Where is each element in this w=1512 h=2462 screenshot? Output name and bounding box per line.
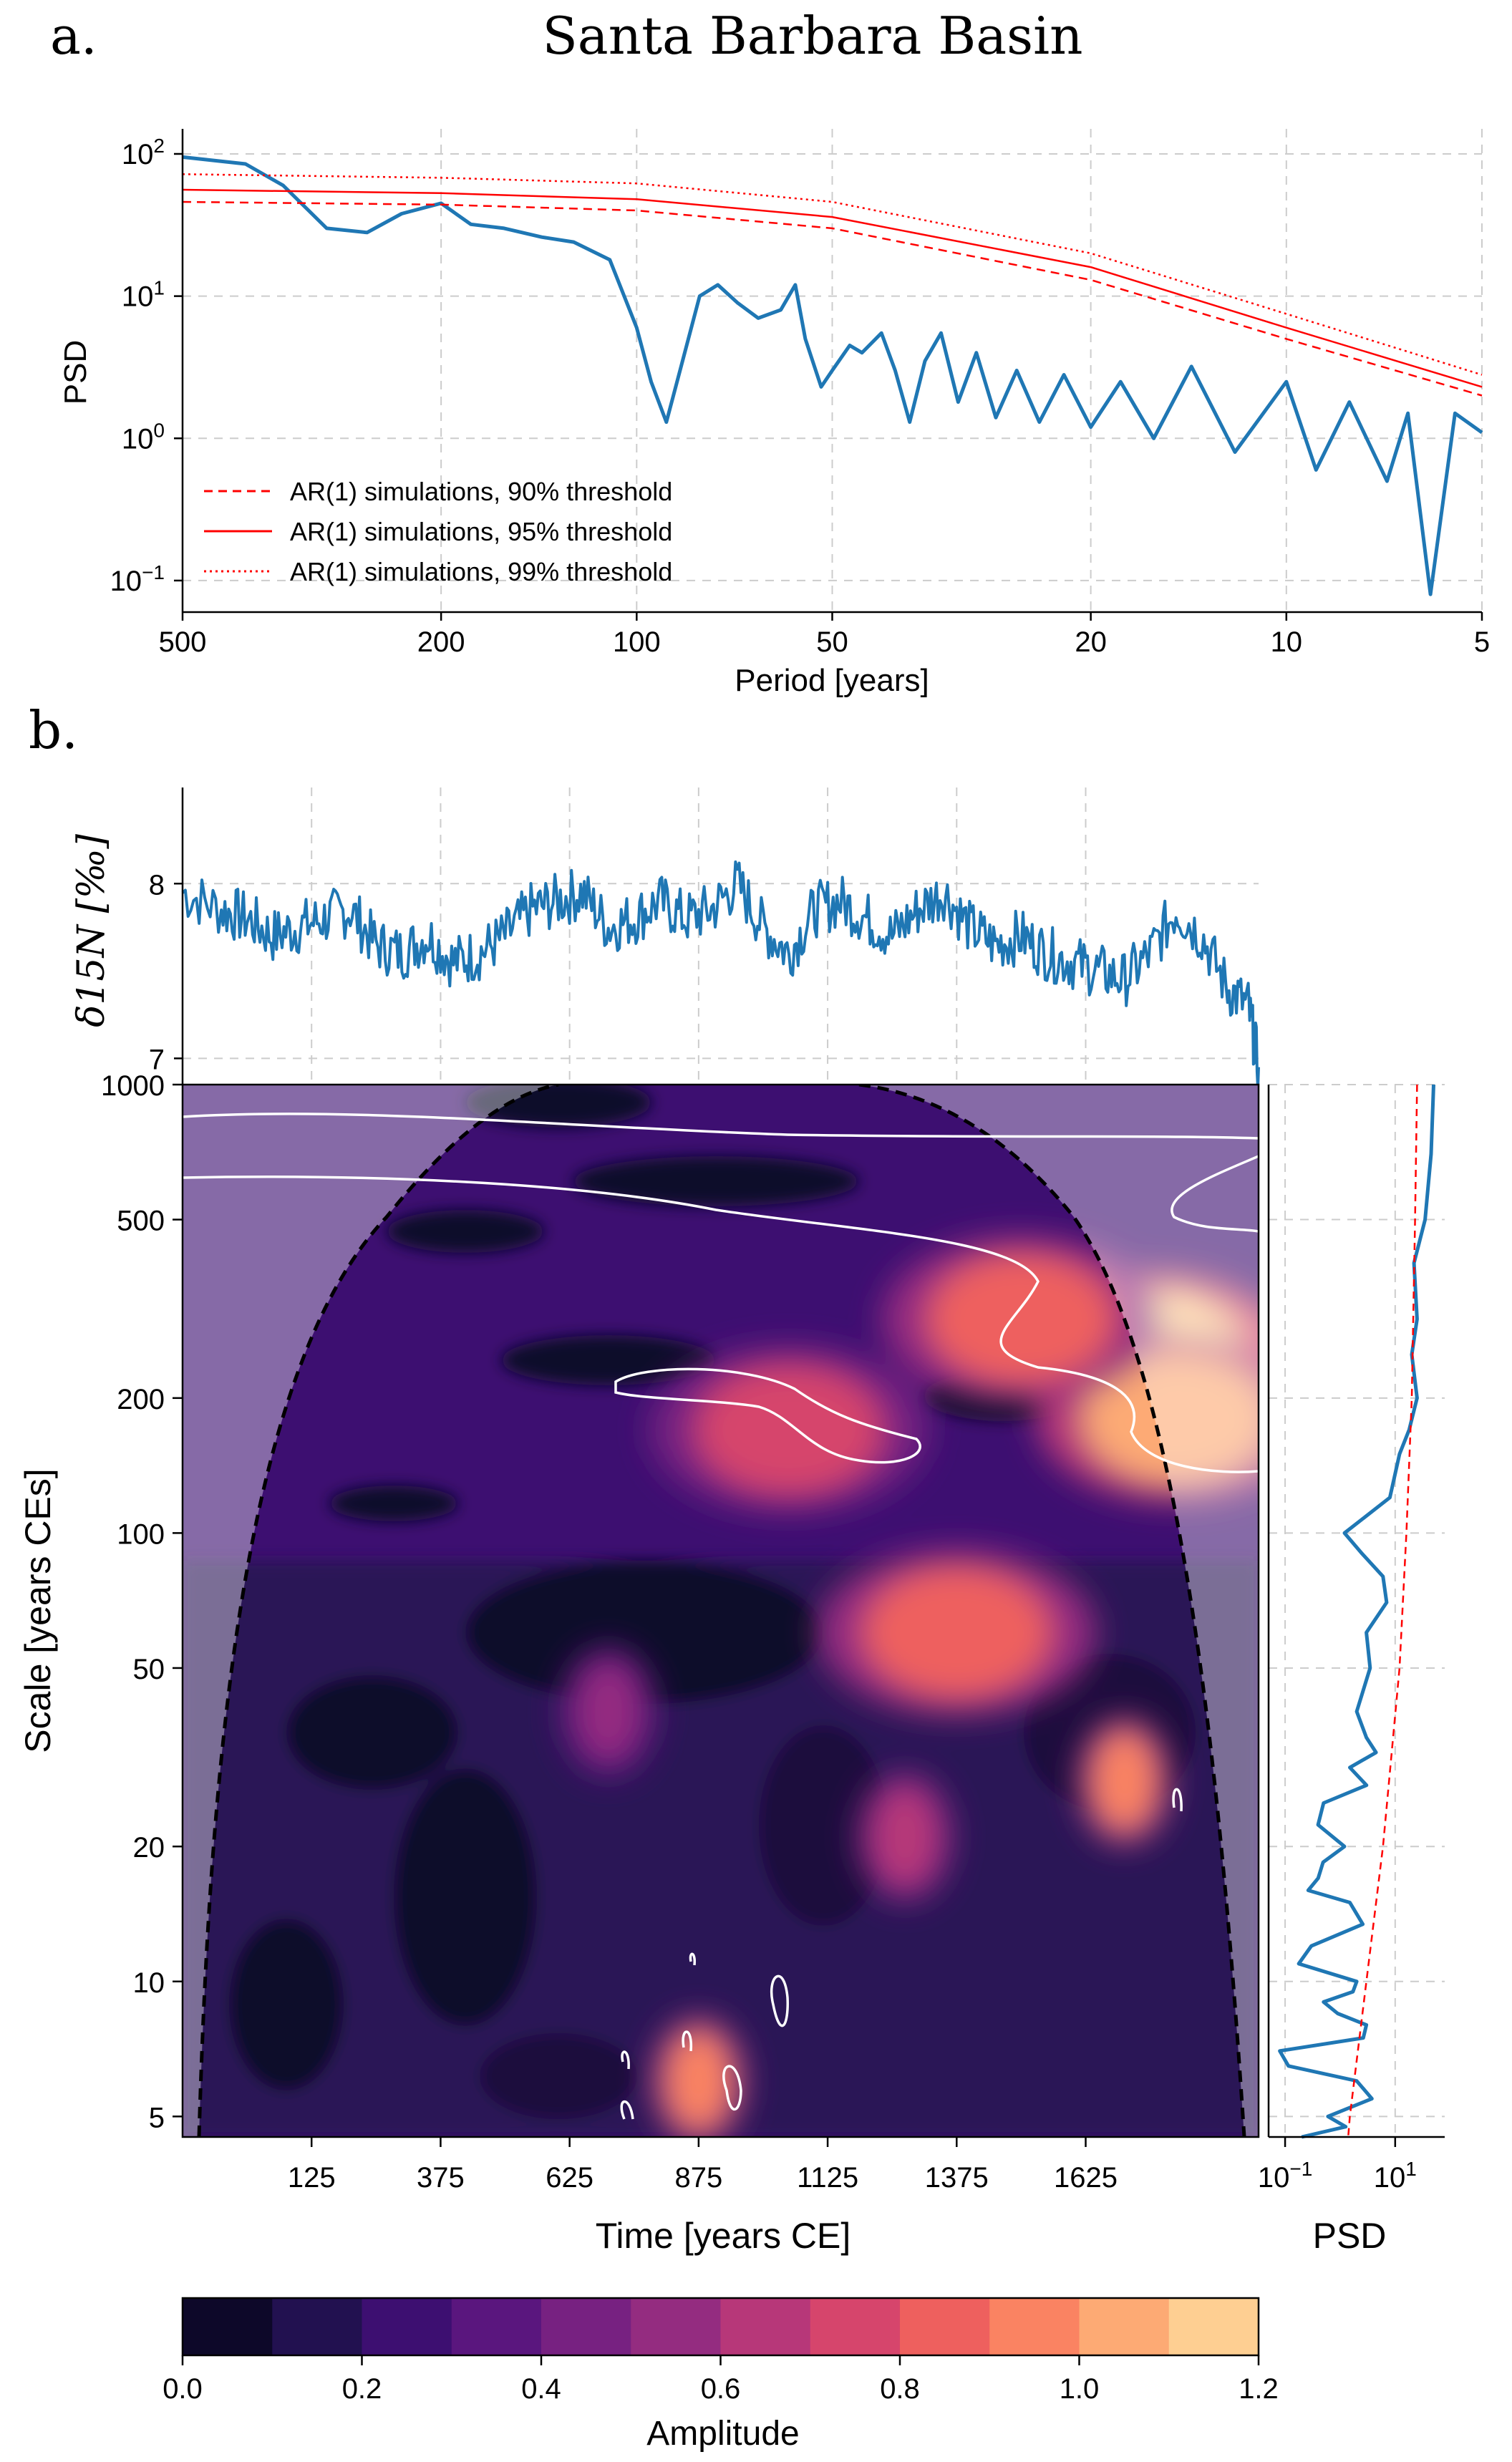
hotspot-1 <box>1082 1354 1259 1483</box>
colorbar-ticklabel-3: 0.6 <box>701 2373 741 2405</box>
panel-b-line <box>181 860 1260 1089</box>
heatmap-hotspots <box>560 1235 1259 2137</box>
r-xticklabel-1: 101 <box>1374 2158 1417 2194</box>
w-xticklabel-3: 875 <box>674 2162 722 2194</box>
colorbar-band-10 <box>1079 2298 1170 2355</box>
w-yticklabel-3: 100 <box>117 1518 165 1550</box>
a-yticklabel-1: 101 <box>122 277 165 313</box>
w-yticklabel-1: 500 <box>117 1206 165 1237</box>
side-psd-line <box>1278 1084 1435 2139</box>
hotspot-6 <box>1092 1730 1157 1831</box>
panel-a-xlabel: Period [years] <box>735 663 929 698</box>
a-psd-line <box>182 155 1483 596</box>
side-psd-axes <box>1267 1085 1445 2138</box>
colorbar-ticklabel-4: 0.8 <box>880 2373 920 2405</box>
a-yticklabel-3: 10−1 <box>110 561 165 597</box>
panel-a-lines <box>182 155 1483 596</box>
hotspot-2 <box>928 1254 1115 1384</box>
panel-a-label: a. <box>50 6 97 66</box>
panel-a-grid <box>182 129 1483 612</box>
colorbar-band-4 <box>541 2298 631 2355</box>
w-xticklabel-6: 1625 <box>1054 2162 1118 2194</box>
panel-b-ylabel: δ15N [‰] <box>70 833 113 1027</box>
w-xticklabel-4: 1125 <box>797 2162 858 2194</box>
panel-a-title: Santa Barbara Basin <box>542 6 1082 66</box>
w-yticklabel-5: 20 <box>133 1832 165 1864</box>
panel-a-legend: AR(1) simulations, 90% threshold AR(1) s… <box>204 477 672 586</box>
colorbar-band-8 <box>900 2298 990 2355</box>
a-xticklabel-0: 500 <box>159 626 207 658</box>
colorbar-band-6 <box>720 2298 811 2355</box>
side-psd-lines <box>1278 1084 1435 2139</box>
side-psd-xlabel: PSD <box>1313 2216 1387 2256</box>
a-xticklabel-5: 10 <box>1271 626 1303 658</box>
wavelet-heatmap <box>183 1085 1259 2137</box>
significance-contours <box>183 1113 1259 2120</box>
colorbar-ticklabel-5: 1.0 <box>1060 2373 1100 2405</box>
colorbar-ticklabel-2: 0.4 <box>521 2373 561 2405</box>
a-ar1-line-1 <box>182 200 1483 397</box>
b-yticklabel-1: 7 <box>149 1044 165 1075</box>
colorbar-band-3 <box>451 2298 542 2355</box>
colorbar-band-1 <box>272 2298 362 2355</box>
w-yticklabel-7: 5 <box>149 2102 165 2133</box>
legend-label-95: AR(1) simulations, 95% threshold <box>290 517 672 546</box>
panel-b-grid <box>183 787 1259 1085</box>
panel-a-ylabel: PSD <box>58 340 93 404</box>
a-xticklabel-1: 200 <box>417 626 465 658</box>
wavelet-xticks: 125 375 625 875 1125 1375 1625 <box>288 2137 1118 2194</box>
wavelet-axes <box>181 1083 1260 2138</box>
colorbar-ticks: 0.0 0.2 0.4 0.6 0.8 1.0 1.2 <box>163 2355 1279 2405</box>
w-yticklabel-6: 10 <box>133 1967 165 1999</box>
colorbar-label: Amplitude <box>646 2415 799 2453</box>
a-xticklabel-2: 100 <box>613 626 661 658</box>
wavelet-yticks: 1000 500 200 100 50 20 10 5 <box>101 1070 183 2133</box>
colorbar <box>183 2298 1259 2355</box>
a-xticklabel-4: 20 <box>1075 626 1107 658</box>
colorbar-ticklabel-6: 1.2 <box>1239 2373 1279 2405</box>
w-yticklabel-2: 200 <box>117 1384 165 1415</box>
legend-label-90: AR(1) simulations, 90% threshold <box>290 477 672 506</box>
hotspot-3 <box>863 1568 1050 1697</box>
w-xticklabel-2: 625 <box>546 2162 593 2194</box>
colorbar-band-7 <box>810 2298 901 2355</box>
hotspot-8 <box>576 1661 641 1762</box>
a-xticklabel-3: 50 <box>816 626 848 658</box>
coi-right-edge <box>858 1085 1246 2137</box>
hotspot-4 <box>696 1365 883 1495</box>
panel-b-yticks: 87 <box>149 869 183 1075</box>
colorbar-band-0 <box>183 2298 273 2355</box>
panel-a-yticks: 102 101 100 10−1 <box>110 135 183 597</box>
side-psd-xticks: 10−1 101 <box>1258 2137 1417 2194</box>
hotspot-7 <box>873 1786 938 1887</box>
w-yticklabel-4: 50 <box>133 1654 165 1685</box>
side-ar1-line <box>1347 1084 1418 2138</box>
legend-label-99: AR(1) simulations, 99% threshold <box>290 557 672 586</box>
colorbar-band-5 <box>631 2298 721 2355</box>
a-yticklabel-0: 102 <box>122 135 165 170</box>
colorbar-band-11 <box>1168 2298 1259 2355</box>
w-yticklabel-0: 1000 <box>101 1070 165 1102</box>
wavelet-xlabel: Time [years CE] <box>596 2216 851 2256</box>
w-xticklabel-0: 125 <box>288 2162 336 2194</box>
colorbar-ticklabel-1: 0.2 <box>342 2373 382 2405</box>
a-ar1-line-3 <box>182 173 1483 376</box>
coi-left-edge <box>197 1085 559 2137</box>
d15n-line <box>181 860 1260 1089</box>
w-xticklabel-1: 375 <box>417 2162 465 2194</box>
a-ar1-line-2 <box>182 188 1483 388</box>
w-xticklabel-5: 1375 <box>925 2162 989 2194</box>
colorbar-band-9 <box>989 2298 1080 2355</box>
hotspot-5 <box>666 2030 731 2131</box>
colorbar-band-2 <box>362 2298 452 2355</box>
r-xticklabel-0: 10−1 <box>1258 2158 1312 2194</box>
a-xticklabel-6: 5 <box>1474 626 1490 658</box>
a-yticklabel-2: 100 <box>122 419 165 455</box>
panel-a-xticks: 500 200 100 50 20 10 5 <box>159 612 1490 658</box>
b-yticklabel-0: 8 <box>149 869 165 901</box>
colorbar-ticklabel-0: 0.0 <box>163 2373 203 2405</box>
panel-b-label: b. <box>29 700 78 760</box>
wavelet-ylabel: Scale [years CEs] <box>18 1468 58 1753</box>
